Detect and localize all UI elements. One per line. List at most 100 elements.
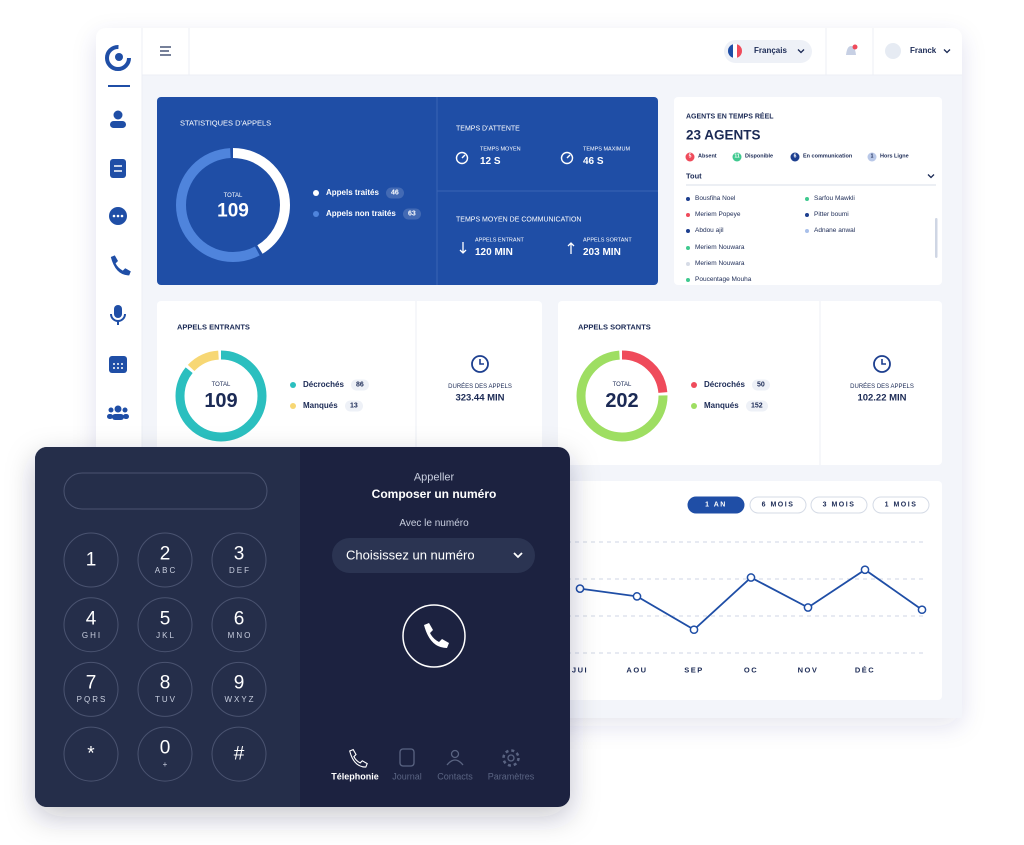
cal-dot — [121, 363, 123, 365]
number-select[interactable] — [332, 538, 535, 573]
key-digit[interactable]: 3 — [233, 543, 245, 565]
key-digit[interactable]: 8 — [159, 672, 171, 694]
period-button[interactable] — [872, 496, 930, 514]
period-button[interactable] — [749, 496, 807, 514]
sidebar — [105, 45, 131, 421]
nav-calls[interactable] — [110, 255, 131, 276]
mic — [114, 305, 122, 318]
agent-name: Bousfiha Noel — [695, 194, 736, 202]
dial-key[interactable] — [211, 726, 267, 782]
tab-label[interactable]: Paramètres — [487, 771, 535, 782]
x-tick-label: SEP — [684, 665, 704, 675]
dial-key[interactable] — [63, 726, 119, 782]
dial-key[interactable] — [211, 661, 267, 717]
status-label: Disponible — [745, 153, 774, 160]
tab-label[interactable]: Journal — [392, 771, 422, 782]
nav-voice[interactable] — [110, 305, 126, 325]
dial-key[interactable] — [211, 532, 267, 588]
agent-name: Meriem Nouwara — [695, 259, 745, 267]
dial-key[interactable] — [63, 597, 119, 653]
key-letters[interactable]: TUV — [155, 695, 177, 705]
status-count: 6 — [793, 153, 797, 160]
body — [110, 121, 126, 128]
period-label[interactable]: 6 MOIS — [761, 501, 795, 509]
key-digit[interactable]: # — [233, 743, 245, 765]
user-name[interactable]: Franck — [910, 46, 937, 55]
period-label[interactable]: 1 AN — [705, 501, 727, 509]
key-letters[interactable]: DEF — [229, 566, 251, 575]
language-select[interactable] — [724, 40, 812, 63]
key-digit[interactable]: 9 — [233, 672, 245, 694]
status-label: En communication — [803, 153, 853, 160]
number-input[interactable] — [63, 472, 268, 510]
key-digit[interactable]: 5 — [159, 608, 171, 630]
language[interactable]: Français — [754, 46, 787, 55]
period-button[interactable] — [810, 496, 868, 514]
nav-chat[interactable] — [109, 207, 127, 225]
nav-team[interactable] — [107, 405, 129, 421]
status-badge — [867, 152, 877, 162]
dial-key[interactable] — [137, 726, 193, 782]
period-label[interactable]: 1 MOIS — [884, 501, 918, 509]
avatar[interactable] — [885, 43, 901, 59]
card-title: AGENTS EN TEMPS RÉEL — [686, 113, 774, 121]
scrollbar — [935, 218, 938, 258]
dial-key[interactable] — [63, 661, 119, 717]
agent-name: Abdou ajil — [695, 226, 724, 234]
number-placeholder[interactable]: Choisissez un numéro — [346, 547, 475, 563]
metric-label: TEMPS MAXIMUM — [583, 146, 631, 153]
head — [108, 407, 114, 413]
status-badge — [685, 152, 695, 162]
key-letters[interactable]: + — [162, 760, 170, 770]
tab-label[interactable]: Contacts — [437, 771, 473, 782]
key-letters[interactable]: JKL — [156, 630, 176, 640]
nav-profile[interactable] — [110, 110, 126, 129]
dial-key[interactable] — [211, 597, 267, 653]
dial-key[interactable] — [63, 532, 119, 588]
key-digit[interactable]: 1 — [85, 549, 97, 571]
legend-label: Appels non traités — [326, 209, 396, 218]
donut-segment — [576, 350, 668, 442]
clock-icon — [873, 355, 891, 373]
dial-key[interactable] — [137, 661, 193, 717]
key-digit[interactable]: 2 — [159, 543, 171, 565]
agent-name: Meriem Popeye — [695, 210, 741, 218]
call-button[interactable] — [402, 604, 466, 668]
key-digit[interactable]: 4 — [85, 608, 97, 630]
total-label: TOTAL — [612, 382, 632, 388]
key-letters[interactable]: ABC — [154, 566, 178, 575]
dot — [112, 214, 116, 218]
logo — [105, 45, 131, 71]
nav-journal[interactable] — [110, 159, 126, 178]
x-tick-label: JUI — [571, 665, 589, 675]
key-letters[interactable]: MNO — [227, 630, 253, 640]
key-letters[interactable]: WXYZ — [224, 695, 256, 705]
key-digit[interactable]: * — [87, 743, 95, 765]
nav-calendar[interactable] — [109, 356, 127, 373]
status-count: 5 — [688, 153, 692, 160]
body — [107, 414, 113, 419]
key-digit[interactable]: 6 — [233, 608, 245, 630]
tab-label[interactable]: Télephonie — [331, 771, 379, 782]
legend-badge: 86 — [351, 379, 369, 391]
dial-key[interactable] — [137, 597, 193, 653]
key-digit[interactable]: 7 — [85, 672, 97, 694]
card-title: TEMPS D'ATTENTE — [456, 125, 520, 133]
status-count: 1 — [870, 153, 874, 160]
status-badge — [732, 152, 742, 162]
agent-status-dot — [805, 213, 809, 217]
total-label: TOTAL — [211, 382, 231, 388]
key-letters[interactable]: PQRS — [76, 695, 108, 705]
key-digit[interactable]: 0 — [159, 737, 171, 759]
flag — [728, 44, 742, 58]
timer-icon — [560, 151, 574, 165]
period-label[interactable]: 3 MOIS — [822, 501, 856, 509]
donut-segment — [576, 350, 668, 442]
dial-key[interactable] — [137, 532, 193, 588]
agents-filter[interactable]: Tout — [686, 171, 702, 181]
key-letters[interactable]: GHI — [81, 630, 103, 640]
period-button[interactable] — [687, 496, 745, 514]
agent-status-dot — [805, 229, 809, 233]
timer-hand — [461, 154, 466, 159]
agent-status-dot — [686, 278, 690, 282]
